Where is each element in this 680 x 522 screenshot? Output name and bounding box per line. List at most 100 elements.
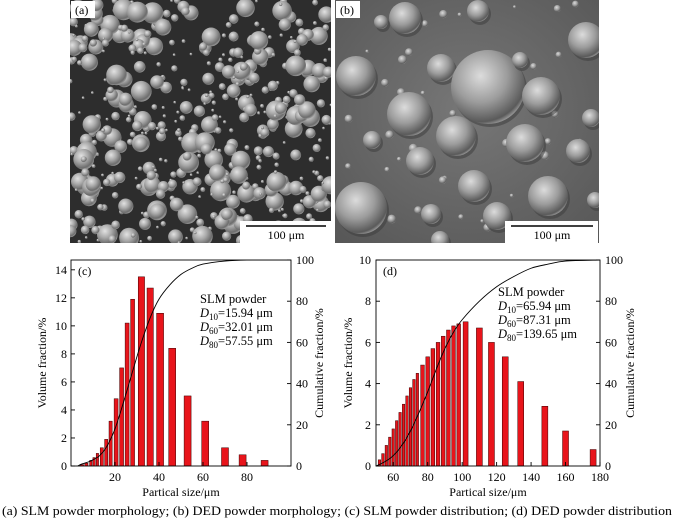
powder-particle: [211, 108, 215, 112]
powder-particle: [555, 51, 562, 58]
powder-particle: [204, 150, 223, 169]
powder-particle: [214, 148, 218, 152]
panel-label: (c): [78, 264, 91, 278]
powder-particle: [262, 146, 274, 158]
x-tick-label: 80: [241, 470, 253, 484]
powder-particle: [83, 215, 96, 228]
annotation-symbol: D: [199, 320, 209, 334]
annotation-line: D10=65.94 μm: [497, 299, 571, 315]
powder-particle: [139, 217, 151, 230]
powder-particle: [129, 131, 136, 138]
powder-particle: [176, 128, 181, 132]
powder-particle: [154, 18, 172, 36]
powder-particle: [229, 128, 234, 133]
powder-particle: [153, 168, 157, 172]
powder-particle: [150, 75, 164, 89]
powder-particle: [179, 101, 193, 114]
y-tick-label-left: 0: [365, 459, 371, 473]
powder-particle: [142, 42, 146, 46]
powder-particle: [513, 5, 516, 9]
chart-slm-distribution: 0 2 4 6 8 10 12 14 0 20 40 60 80 100 20 40 60 80 Partical …: [35, 253, 326, 499]
histogram-bar: [84, 462, 89, 466]
histogram-bar: [412, 379, 416, 466]
powder-particle: [105, 117, 109, 121]
x-tick-label: 140: [522, 470, 540, 484]
powder-particle: [141, 2, 164, 24]
powder-particle: [149, 203, 166, 220]
powder-particle: [72, 33, 75, 37]
powder-particle: [162, 114, 166, 118]
x-tick-label: 160: [557, 470, 575, 484]
powder-particle: [225, 172, 229, 176]
powder-particle: [260, 127, 270, 138]
y-axis-label-left: Volume fraction/%: [35, 318, 49, 409]
powder-particle: [173, 100, 176, 104]
powder-particle: [155, 126, 159, 130]
powder-particle: [266, 171, 287, 192]
y-tick-label-right: 60: [296, 335, 308, 349]
annotation-value: =139.65 μm: [516, 327, 577, 341]
powder-particle: [97, 203, 104, 211]
powder-particle: [189, 52, 193, 56]
histogram-bar: [451, 325, 456, 466]
powder-particle: [107, 86, 114, 94]
x-axis-label: Partical size/μm: [449, 485, 527, 499]
powder-particle: [313, 21, 317, 25]
powder-particle: [323, 200, 331, 209]
histogram-bar: [377, 459, 381, 466]
x-tick-label: 20: [109, 470, 121, 484]
scale-bar: 100 μm: [505, 221, 598, 243]
powder-particle: [406, 147, 434, 175]
powder-particle: [158, 157, 163, 162]
powder-particle: [224, 143, 237, 156]
powder-particle: [101, 128, 106, 133]
histogram-bar: [395, 420, 399, 466]
annotation-title: SLM powder: [200, 292, 267, 306]
annotation-line: D60=32.01 μm: [199, 320, 273, 336]
powder-particle: [70, 112, 76, 121]
powder-particle: [70, 79, 73, 84]
powder-particle: [299, 176, 304, 181]
powder-particle: [290, 149, 302, 161]
powder-particle: [242, 181, 251, 190]
powder-particle: [211, 114, 219, 121]
powder-particle: [135, 38, 139, 42]
powder-particle: [566, 139, 590, 163]
powder-particle: [312, 144, 321, 152]
powder-particle: [439, 10, 448, 19]
annotation-line: D60=87.31 μm: [497, 313, 571, 329]
powder-particle: [195, 215, 199, 219]
powder-particle: [427, 54, 455, 82]
powder-particle: [91, 139, 97, 145]
powder-particle: [81, 217, 85, 221]
powder-particle: [299, 185, 307, 193]
powder-particle: [101, 39, 109, 47]
annotation-value: =87.31 μm: [516, 313, 571, 327]
y-axis-label-right: Cumulative fraction/%: [312, 308, 326, 418]
panel-label-b: (b): [340, 3, 354, 17]
cumulative-curve: [376, 260, 600, 466]
powder-particle: [318, 138, 322, 143]
powder-particle: [278, 209, 281, 213]
powder-particle: [253, 146, 263, 156]
x-tick-label: 120: [488, 470, 506, 484]
powder-particle: [74, 188, 78, 191]
panel-label-a: (a): [75, 3, 88, 17]
annotation-title: SLM powder: [498, 285, 565, 299]
powder-particle: [232, 190, 236, 195]
histogram-bar: [562, 430, 569, 466]
powder-particle: [322, 66, 331, 78]
powder-particle: [222, 93, 229, 101]
panel-label-box: [71, 1, 95, 18]
powder-particle: [316, 208, 319, 212]
powder-particle: [249, 31, 269, 50]
powder-particle: [181, 7, 190, 16]
powder-particle: [231, 150, 251, 170]
powder-particle: [180, 78, 188, 86]
powder-particle: [127, 114, 131, 118]
histogram-bar: [183, 395, 192, 466]
powder-particle: [260, 104, 264, 108]
x-tick-label: 40: [153, 470, 165, 484]
powder-particle: [308, 156, 314, 162]
powder-particle: [102, 37, 105, 40]
